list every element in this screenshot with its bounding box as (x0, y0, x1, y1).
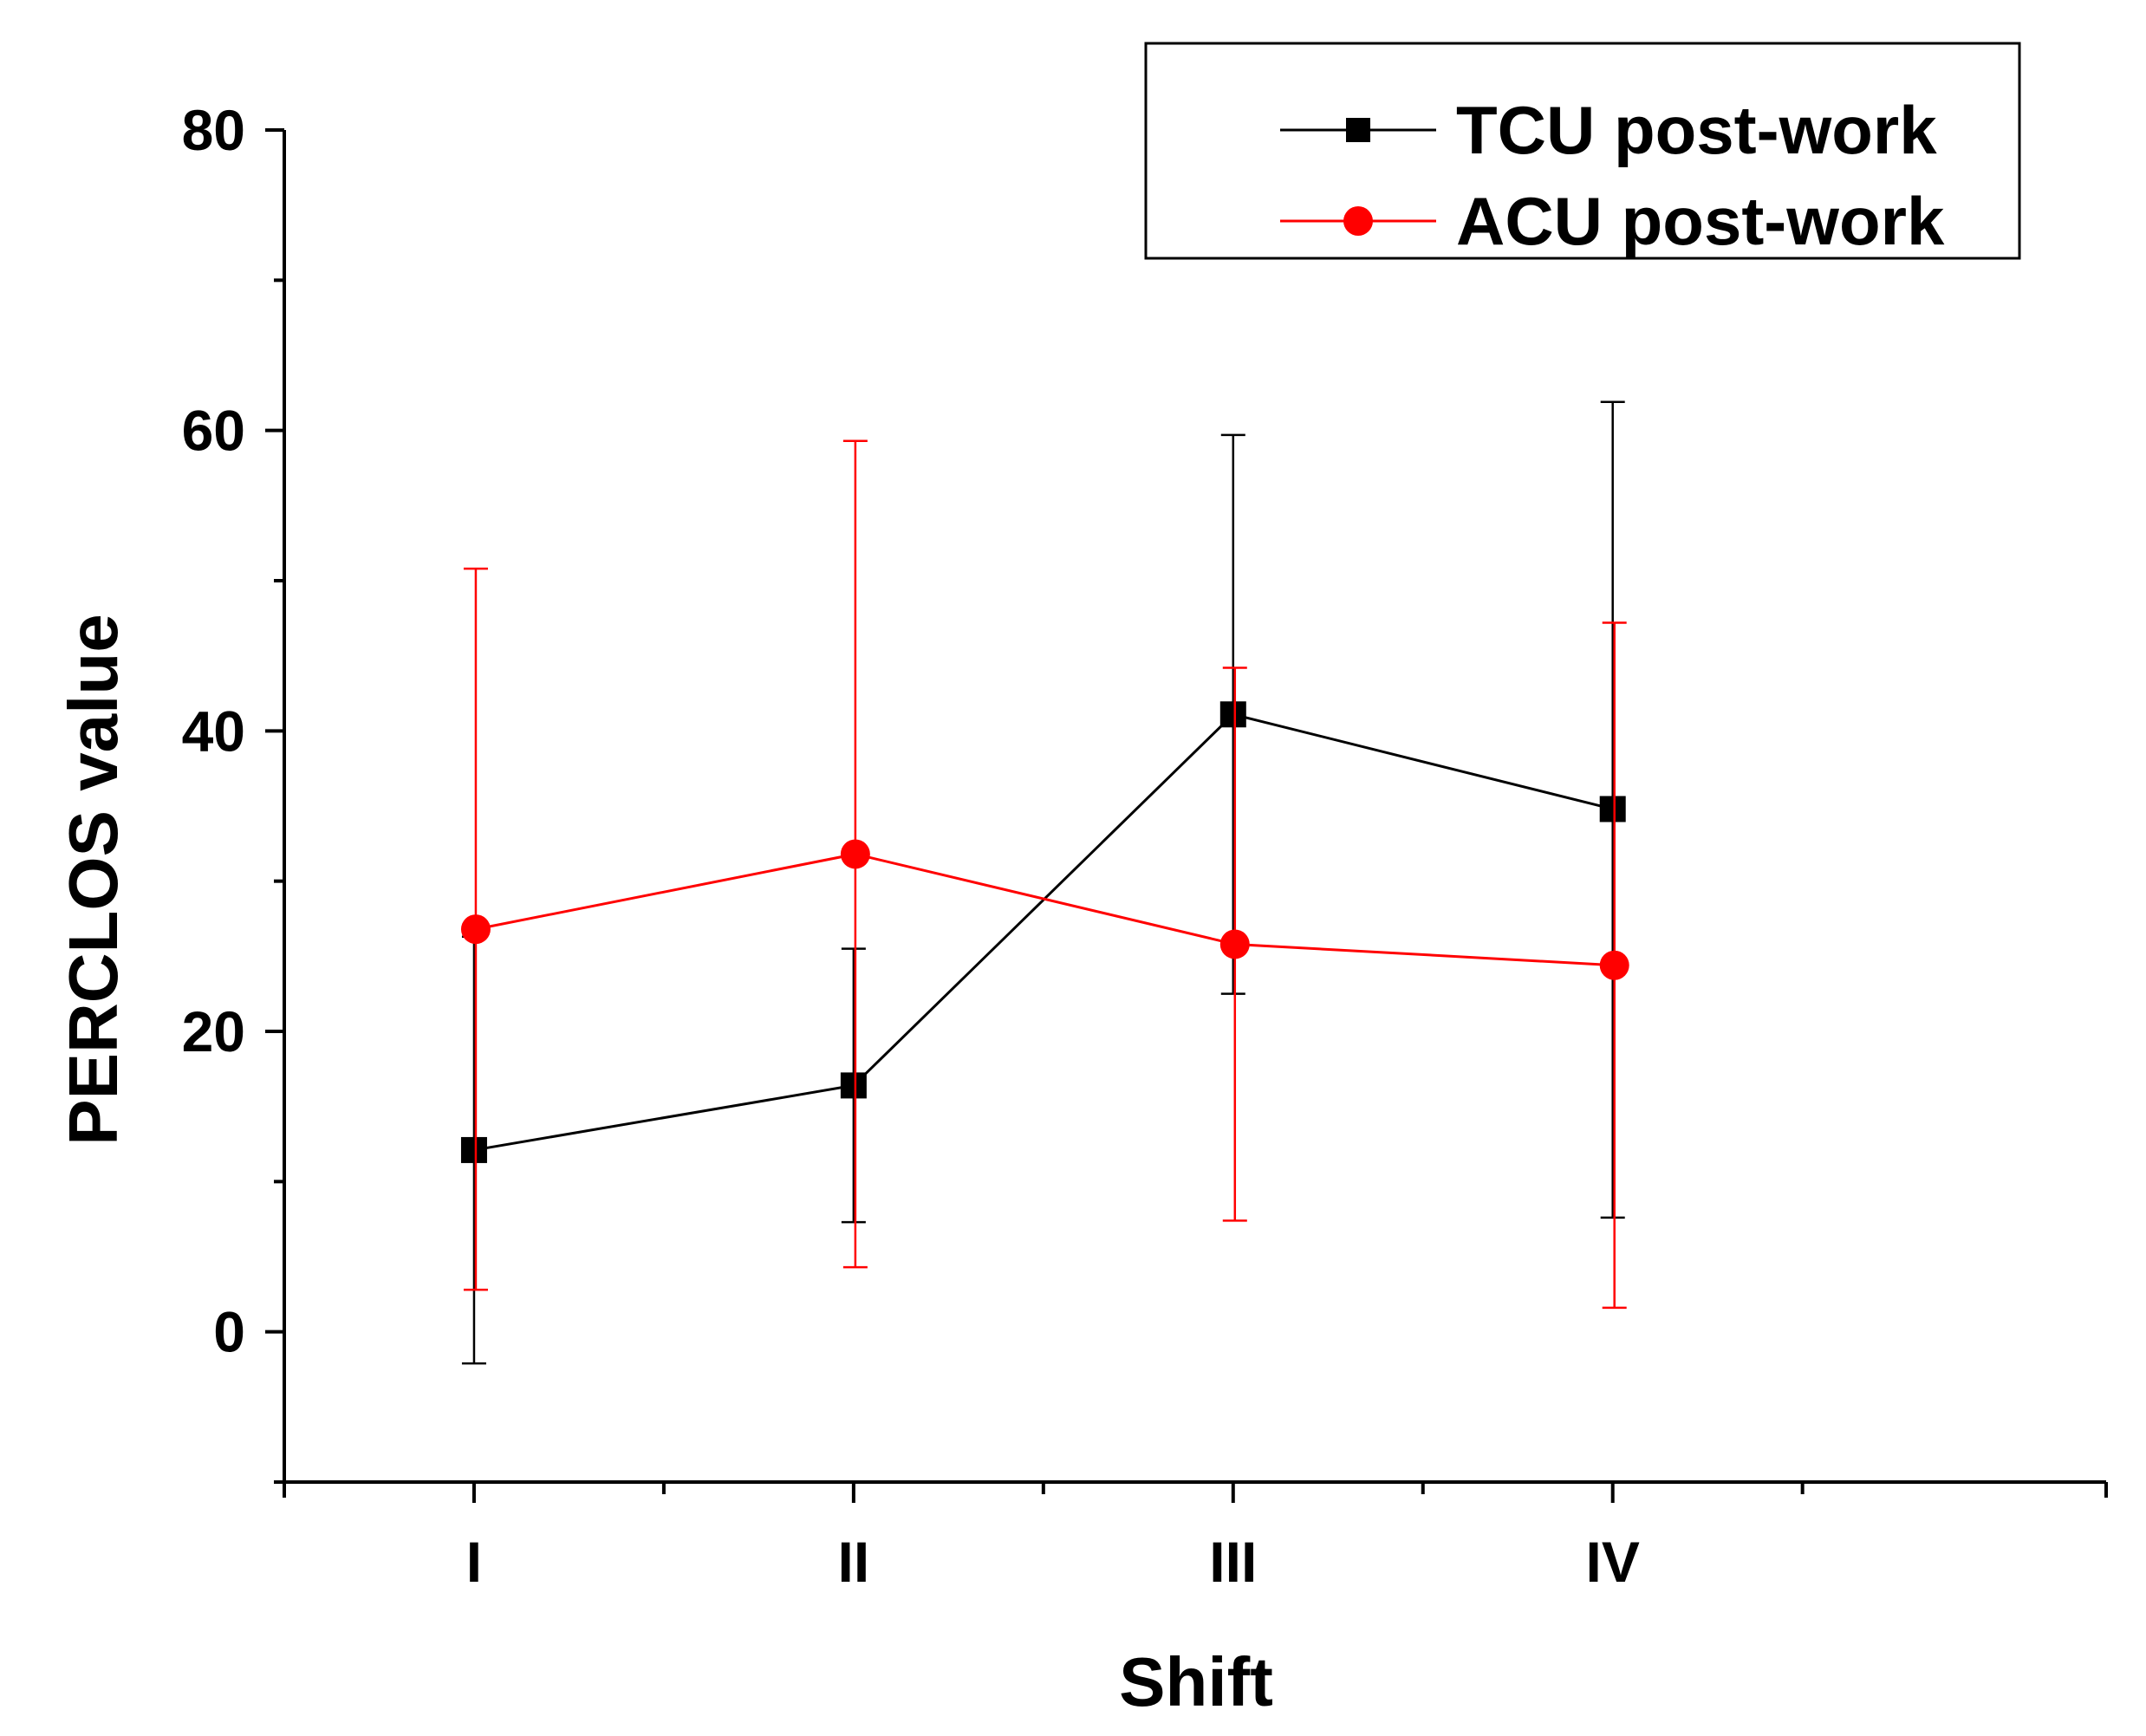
legend-label-tcu: TCU post-work (1456, 92, 1937, 168)
series-line-acu (475, 852, 1615, 967)
x-axis-title: Shift (1119, 1643, 1273, 1720)
y-tick-label: 60 (182, 399, 245, 463)
x-tick-label: IV (1586, 1530, 1640, 1594)
y-tick-label: 80 (182, 98, 245, 162)
data-point-circle-acu (1219, 929, 1250, 959)
y-tick-label: 40 (182, 699, 245, 763)
data-point-circle-acu (840, 839, 870, 869)
data-point-square-tcu (1599, 796, 1626, 822)
data-point-square-tcu (840, 1072, 867, 1099)
y-tick-label: 20 (182, 999, 245, 1063)
y-axis-title: PERCLOS value (55, 614, 132, 1146)
x-tick-label: III (1209, 1530, 1257, 1594)
x-tick-label: I (466, 1530, 482, 1594)
legend: TCU post-work ACU post-work (1144, 42, 2021, 260)
y-tick-label: 0 (213, 1300, 245, 1364)
series-line-tcu (473, 712, 1614, 1152)
legend-marker-square-icon (1346, 118, 1370, 142)
x-tick-label: II (838, 1530, 870, 1594)
legend-box (1144, 42, 2021, 260)
data-point-circle-acu (460, 914, 491, 945)
data-point-square-tcu (1219, 701, 1246, 728)
legend-label-acu: ACU post-work (1456, 183, 1945, 259)
legend-marker-circle-icon (1343, 206, 1373, 236)
data-point-square-tcu (460, 1136, 487, 1163)
data-point-circle-acu (1599, 950, 1629, 980)
